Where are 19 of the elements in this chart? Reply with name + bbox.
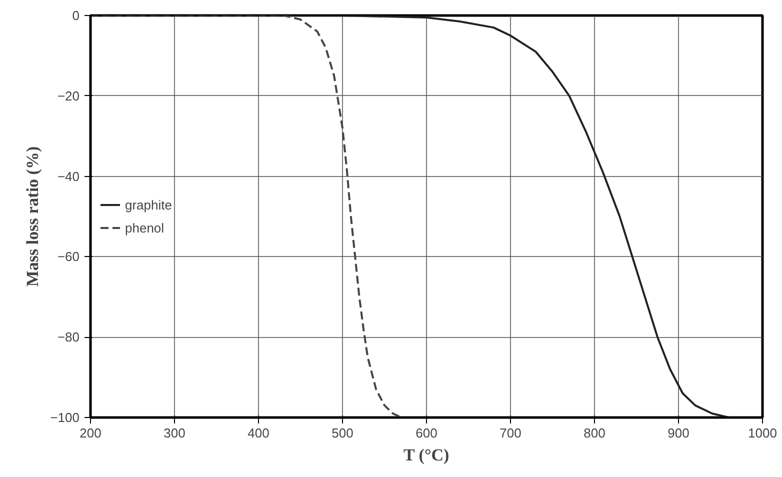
legend-label: phenol [125, 220, 164, 235]
x-tick-label: 500 [332, 426, 354, 440]
x-tick-label: 1000 [748, 426, 777, 440]
y-tick-label: −60 [57, 249, 80, 264]
x-tick-label: 300 [164, 426, 186, 440]
x-axis-title: T (°C) [404, 446, 450, 464]
x-tick-label: 700 [500, 426, 522, 440]
x-tick-label: 200 [80, 426, 102, 440]
legend-label: graphite [125, 197, 172, 212]
y-axis-title: Mass loss ratio (%) [23, 146, 42, 287]
y-tick-label: −20 [57, 88, 80, 104]
y-tick-label: 0 [72, 8, 80, 23]
y-tick-label: −100 [50, 410, 80, 425]
x-tick-label: 400 [248, 426, 270, 440]
x-tick-label: 900 [668, 426, 690, 440]
y-tick-label: −80 [57, 330, 80, 345]
y-tick-label: −40 [57, 168, 80, 184]
x-tick-label: 800 [584, 426, 606, 440]
x-tick-label: 600 [416, 426, 438, 440]
